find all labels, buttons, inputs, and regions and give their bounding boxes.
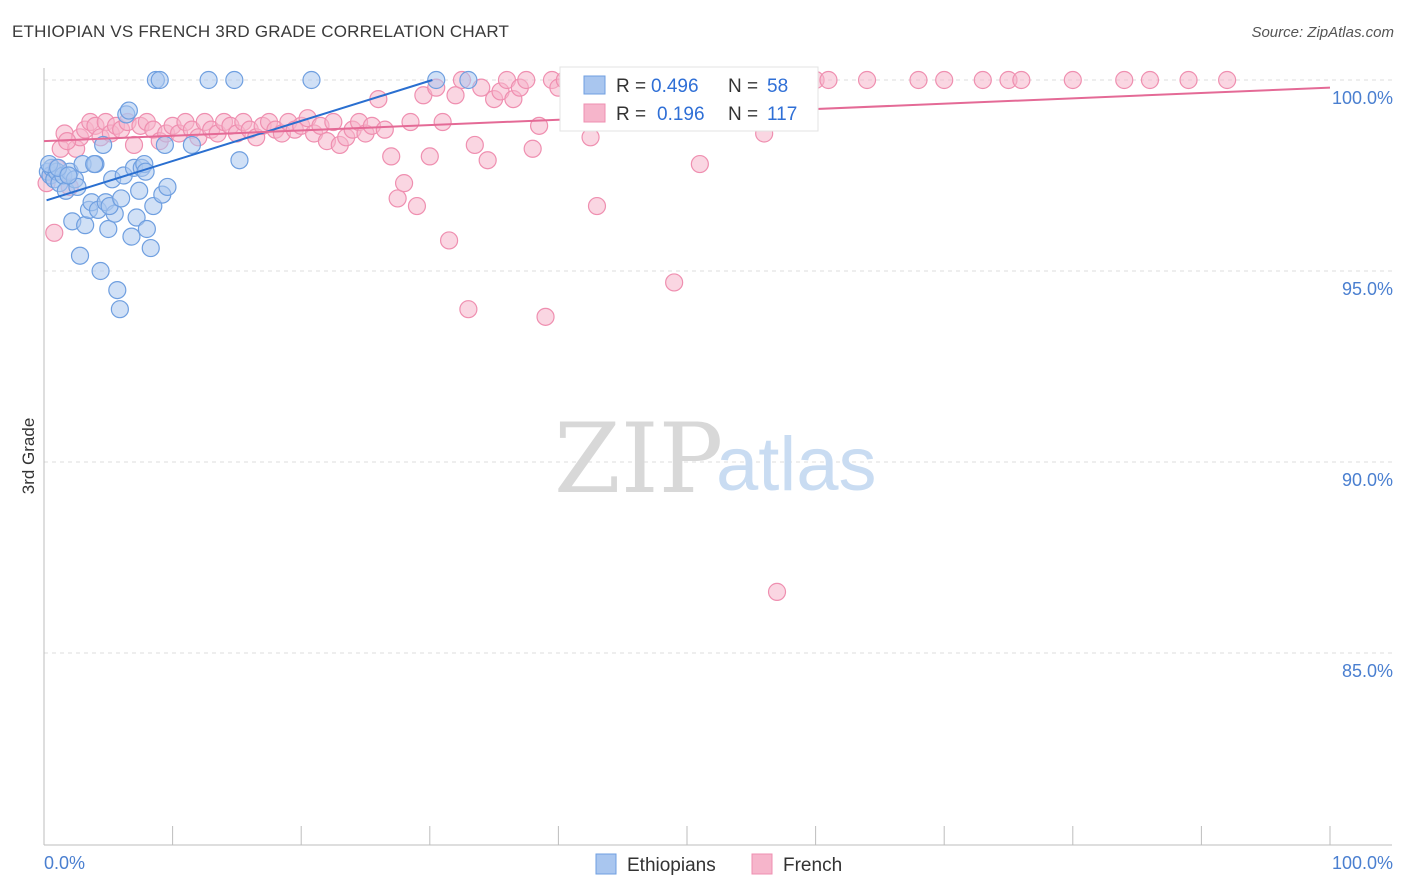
- x-tick-label-max: 100.0%: [1332, 853, 1393, 873]
- legend-n-label-ethiopians: N =: [728, 76, 758, 97]
- ethiopian-point-29: [119, 101, 138, 120]
- french-point-57: [375, 120, 394, 139]
- french-point-80: [523, 139, 542, 158]
- legend-r-label-ethiopians: R =: [616, 76, 646, 97]
- french-point-2: [45, 223, 64, 242]
- legend-n-value-french: 117: [767, 104, 797, 125]
- french-point-98: [665, 273, 684, 292]
- y-tick-label-2: 90.0%: [1342, 470, 1393, 490]
- french-point-104: [767, 582, 787, 601]
- y-tick-label-1: 95.0%: [1342, 279, 1393, 299]
- ethiopian-points: [38, 70, 478, 319]
- ethiopian-point-40: [150, 70, 169, 90]
- legend-r-value-ethiopians: 0.496: [651, 76, 699, 97]
- stats-legend: R = 0.496 N = 58 R = 0.196 N = 117: [559, 66, 819, 132]
- french-point-61: [401, 112, 420, 132]
- french-point-67: [439, 231, 459, 250]
- chart-source: Source: ZipAtlas.com: [1251, 24, 1394, 41]
- legend-n-label-french: N =: [728, 104, 758, 125]
- watermark: ZIP atlas: [554, 403, 877, 515]
- french-point-62: [407, 196, 427, 216]
- french-point-107: [857, 70, 877, 90]
- ethiopian-point-46: [225, 70, 244, 90]
- french-point-108: [909, 70, 928, 90]
- french-point-106: [819, 70, 838, 90]
- french-point-64: [420, 147, 439, 166]
- french-point-112: [1012, 70, 1031, 90]
- chart-title: ETHIOPIAN VS FRENCH 3RD GRADE CORRELATIO…: [12, 22, 510, 41]
- french-point-110: [973, 70, 992, 90]
- ethiopian-point-22: [99, 219, 118, 239]
- french-point-68: [446, 86, 465, 105]
- french-point-116: [1179, 70, 1198, 90]
- ethiopian-point-47: [230, 151, 249, 170]
- ethiopian-point-14: [76, 216, 95, 235]
- x-tick-label-min: 0.0%: [44, 853, 85, 873]
- french-point-109: [935, 70, 954, 90]
- watermark-atlas-text: atlas: [716, 422, 877, 507]
- ethiopian-point-20: [94, 135, 113, 155]
- ethiopian-point-56: [112, 189, 131, 208]
- x-tick-marks: [43, 826, 1331, 845]
- axes: [43, 68, 1392, 846]
- legend-r-label-french: R =: [616, 104, 646, 125]
- french-point-70: [459, 300, 478, 319]
- y-axis-label: 3rd Grade: [19, 418, 38, 495]
- ethiopian-point-48: [302, 70, 321, 90]
- french-point-49: [324, 112, 343, 132]
- legend-n-value-ethiopians: 58: [767, 76, 788, 97]
- ethiopian-point-25: [108, 281, 127, 300]
- ethiopian-point-44: [182, 135, 201, 155]
- french-point-66: [433, 112, 452, 132]
- ethiopian-point-36: [137, 219, 156, 239]
- french-point-79: [517, 70, 536, 90]
- french-point-73: [478, 151, 497, 170]
- ethiopian-point-50: [459, 70, 478, 90]
- series-legend-swatch-ethiopians: [595, 853, 617, 875]
- french-point-115: [1140, 70, 1160, 90]
- legend-r-value-french: 0.196: [657, 104, 705, 125]
- ethiopian-point-49: [427, 70, 446, 90]
- y-tick-label-0: 100.0%: [1332, 88, 1393, 108]
- ethiopian-point-53: [59, 166, 78, 185]
- french-point-18: [124, 135, 144, 155]
- legend-swatch-ethiopians: [583, 75, 606, 95]
- series-legend-label-french: French: [783, 855, 842, 876]
- series-legend-label-ethiopians: Ethiopians: [627, 855, 716, 876]
- french-point-71: [465, 135, 484, 155]
- ethiopian-point-19: [91, 261, 110, 281]
- french-point-60: [394, 174, 414, 193]
- ethiopian-point-43: [158, 177, 177, 197]
- ethiopian-point-12: [70, 246, 90, 265]
- french-points: [37, 70, 1237, 601]
- ethiopian-point-54: [85, 154, 104, 174]
- french-point-117: [1218, 70, 1237, 90]
- ethiopian-point-33: [130, 181, 149, 200]
- ethiopian-point-32: [127, 208, 146, 227]
- ethiopian-point-26: [110, 300, 129, 319]
- ethiopian-point-42: [155, 135, 174, 155]
- ethiopian-point-30: [122, 227, 141, 246]
- french-point-90: [587, 196, 607, 216]
- watermark-zip-text: ZIP: [554, 403, 723, 515]
- y-tick-label-3: 85.0%: [1342, 661, 1393, 681]
- series-legend-swatch-french: [751, 853, 773, 875]
- series-legend: Ethiopians French: [595, 853, 842, 876]
- ethiopians-trend-line: [46, 79, 433, 202]
- y-tick-labels: 100.0% 95.0% 90.0% 85.0%: [1332, 88, 1393, 681]
- french-point-58: [382, 147, 401, 166]
- french-point-59: [388, 189, 407, 208]
- legend-swatch-french: [583, 103, 606, 123]
- french-point-82: [536, 307, 555, 326]
- french-point-113: [1063, 70, 1082, 90]
- ethiopian-point-37: [141, 238, 160, 258]
- french-point-114: [1115, 70, 1134, 90]
- ethiopian-point-45: [199, 70, 218, 90]
- french-point-100: [690, 154, 709, 174]
